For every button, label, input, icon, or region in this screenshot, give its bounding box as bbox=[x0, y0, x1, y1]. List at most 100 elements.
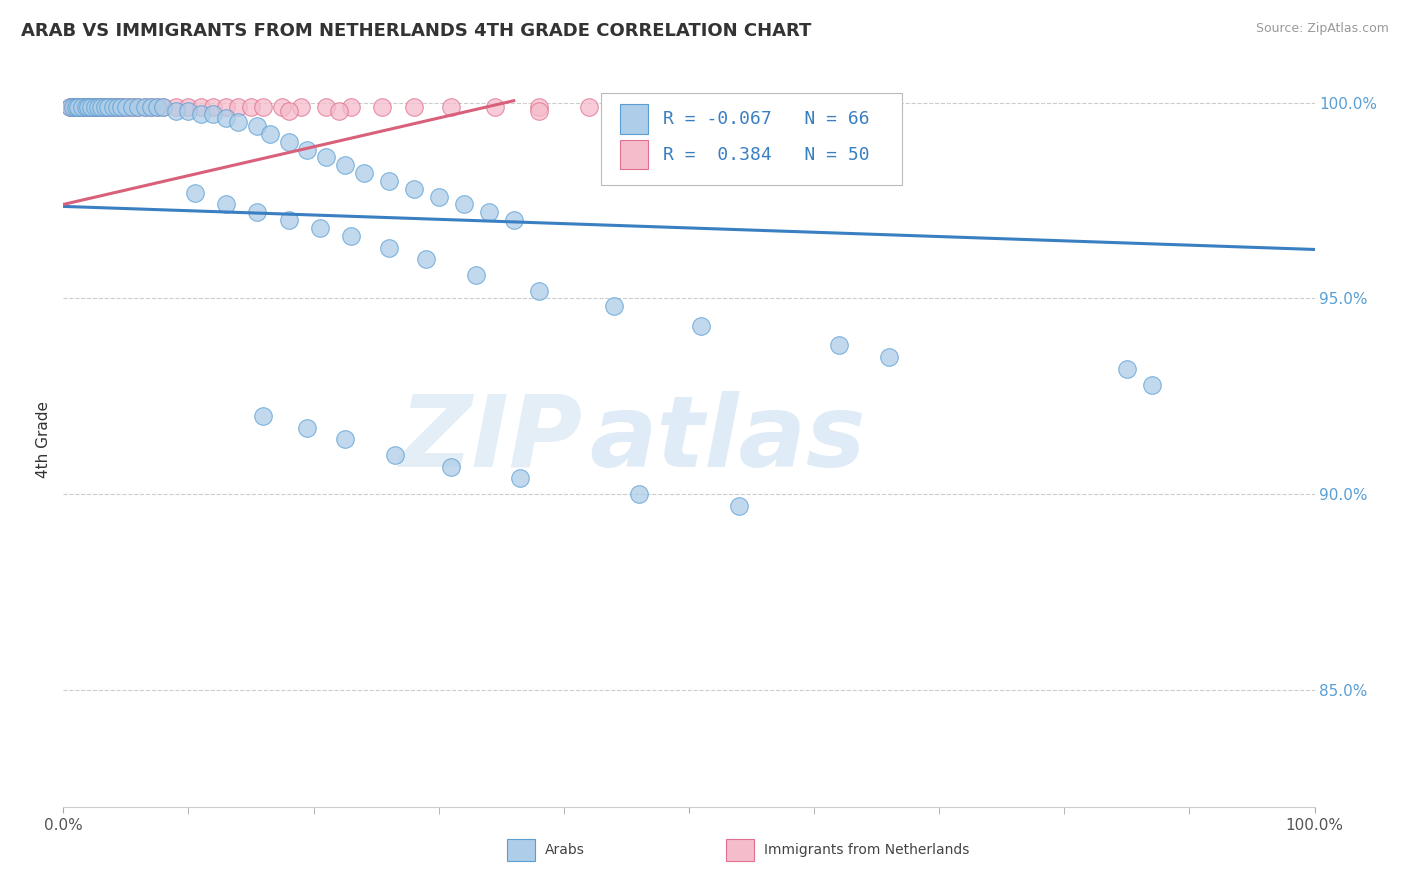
Point bbox=[527, 284, 550, 298]
Point bbox=[117, 99, 139, 113]
Point bbox=[853, 99, 876, 113]
Point bbox=[165, 103, 187, 118]
Point bbox=[1116, 362, 1139, 376]
Text: R =  0.384   N = 50: R = 0.384 N = 50 bbox=[662, 145, 869, 163]
Point bbox=[70, 99, 93, 113]
Point bbox=[453, 197, 475, 211]
Point bbox=[297, 420, 319, 434]
FancyBboxPatch shape bbox=[727, 838, 754, 861]
Point bbox=[86, 99, 108, 113]
Point bbox=[627, 487, 650, 501]
Point bbox=[183, 186, 205, 200]
Point bbox=[75, 99, 97, 113]
Point bbox=[578, 99, 600, 113]
Point bbox=[228, 99, 250, 113]
Point bbox=[190, 99, 212, 113]
Point bbox=[690, 318, 713, 333]
Point bbox=[315, 99, 337, 113]
Point bbox=[89, 99, 111, 113]
FancyBboxPatch shape bbox=[602, 94, 901, 186]
Point bbox=[146, 99, 169, 113]
Point bbox=[134, 99, 156, 113]
Point bbox=[202, 99, 225, 113]
Text: Immigrants from Netherlands: Immigrants from Netherlands bbox=[763, 843, 969, 857]
Point bbox=[91, 99, 114, 113]
Point bbox=[63, 99, 86, 113]
Text: ZIP: ZIP bbox=[399, 391, 582, 488]
Point bbox=[509, 471, 531, 485]
Point bbox=[377, 174, 399, 188]
Point bbox=[69, 99, 91, 113]
Point bbox=[402, 99, 425, 113]
Point bbox=[79, 99, 101, 113]
Point bbox=[215, 99, 238, 113]
Point bbox=[384, 448, 406, 462]
Point bbox=[134, 99, 156, 113]
Point bbox=[427, 189, 450, 203]
Point bbox=[65, 99, 87, 113]
Point bbox=[828, 338, 851, 352]
Point bbox=[228, 115, 250, 129]
Point bbox=[127, 99, 149, 113]
Point bbox=[62, 99, 84, 113]
Text: R = -0.067   N = 66: R = -0.067 N = 66 bbox=[662, 111, 869, 128]
Text: Arabs: Arabs bbox=[546, 843, 585, 857]
Text: ARAB VS IMMIGRANTS FROM NETHERLANDS 4TH GRADE CORRELATION CHART: ARAB VS IMMIGRANTS FROM NETHERLANDS 4TH … bbox=[21, 22, 811, 40]
Point bbox=[190, 107, 212, 121]
Point bbox=[112, 99, 135, 113]
Point bbox=[83, 99, 105, 113]
Text: atlas: atlas bbox=[589, 391, 865, 488]
Point bbox=[333, 432, 356, 446]
Point bbox=[177, 103, 200, 118]
FancyBboxPatch shape bbox=[508, 838, 536, 861]
Point bbox=[58, 99, 80, 113]
Point bbox=[271, 99, 294, 113]
Point bbox=[502, 213, 524, 227]
Point bbox=[73, 99, 96, 113]
Point bbox=[315, 151, 337, 165]
Point bbox=[67, 99, 90, 113]
Point bbox=[440, 99, 463, 113]
Point bbox=[277, 213, 299, 227]
Point bbox=[484, 99, 506, 113]
Point bbox=[110, 99, 132, 113]
Point bbox=[103, 99, 125, 113]
Point bbox=[353, 166, 375, 180]
Point bbox=[340, 99, 363, 113]
Point bbox=[115, 99, 138, 113]
Point bbox=[93, 99, 115, 113]
Point bbox=[415, 252, 437, 267]
Point bbox=[259, 127, 281, 141]
Point bbox=[98, 99, 121, 113]
Point bbox=[252, 99, 274, 113]
Point bbox=[127, 99, 149, 113]
Point bbox=[146, 99, 169, 113]
Point bbox=[527, 103, 550, 118]
Point bbox=[83, 99, 105, 113]
Point bbox=[252, 409, 274, 423]
Point bbox=[105, 99, 128, 113]
Point bbox=[440, 459, 463, 474]
Point bbox=[239, 99, 263, 113]
Point bbox=[277, 103, 299, 118]
Point bbox=[333, 158, 356, 172]
Point bbox=[246, 119, 269, 133]
Point bbox=[308, 221, 330, 235]
Point bbox=[152, 99, 174, 113]
Point bbox=[603, 299, 626, 313]
Point bbox=[80, 99, 103, 113]
Point bbox=[76, 99, 98, 113]
Point bbox=[60, 99, 83, 113]
Point bbox=[377, 240, 399, 254]
Point bbox=[402, 182, 425, 196]
Point bbox=[478, 205, 501, 219]
Point bbox=[108, 99, 131, 113]
Point bbox=[527, 99, 550, 113]
Point bbox=[728, 499, 751, 513]
Point bbox=[465, 268, 488, 282]
Point bbox=[277, 135, 299, 149]
Point bbox=[93, 99, 115, 113]
Point bbox=[97, 99, 120, 113]
Point bbox=[58, 99, 80, 113]
FancyBboxPatch shape bbox=[620, 140, 648, 169]
